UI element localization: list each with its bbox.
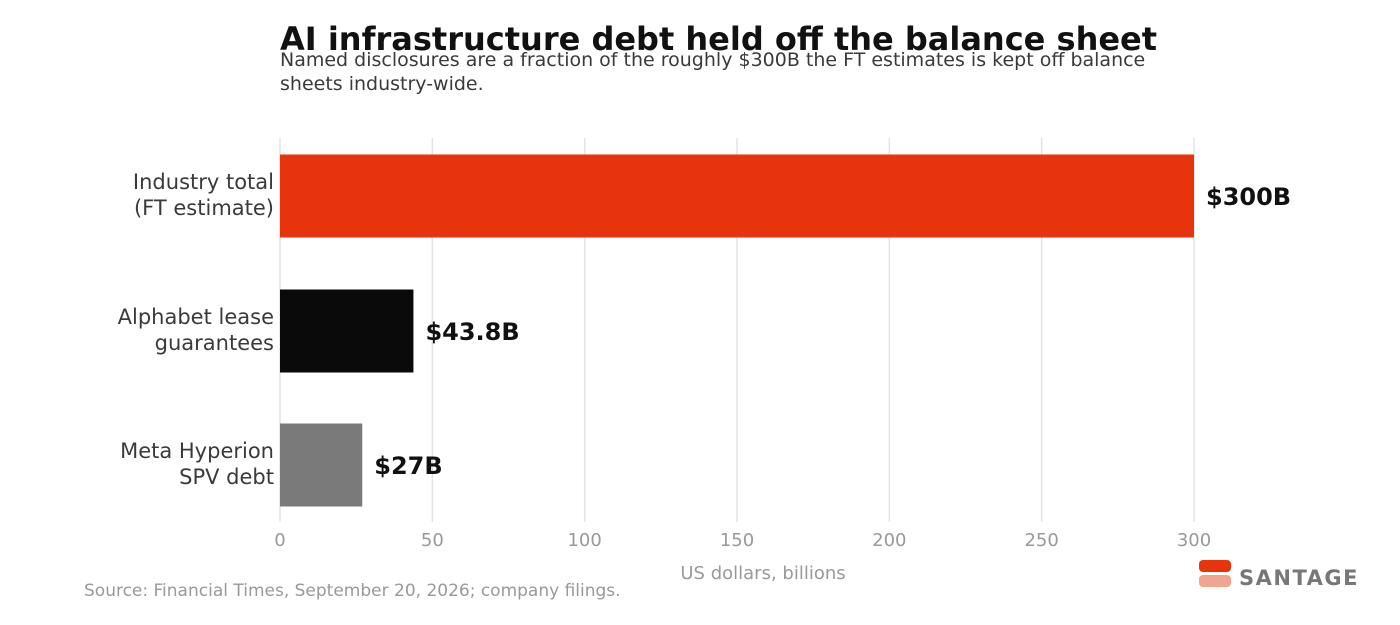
brand-logo: SANTAGE	[1198, 560, 1378, 590]
x-tick-label: 100	[567, 530, 601, 551]
bar	[280, 154, 1194, 238]
category-label: Meta Hyperion SPV debt	[120, 439, 274, 489]
logo-mark-icon	[1198, 560, 1232, 588]
x-axis-label: US dollars, billions	[680, 563, 845, 584]
category-label: Alphabet lease guarantees	[118, 305, 274, 355]
x-tick-label: 250	[1024, 530, 1058, 551]
chart-title: AI infrastructure debt held off the bala…	[280, 20, 1158, 58]
x-tick-label: 300	[1177, 530, 1211, 551]
x-tick-label: 50	[421, 530, 444, 551]
x-tick-label: 0	[274, 530, 285, 551]
value-label: $300B	[1206, 183, 1291, 211]
chart-subtitle: Named disclosures are a fraction of the …	[280, 49, 1146, 95]
source-note: Source: Financial Times, September 20, 2…	[84, 581, 621, 601]
category-label: Industry total (FT estimate)	[133, 170, 274, 220]
x-tick-label: 200	[872, 530, 906, 551]
bar	[280, 423, 363, 507]
x-tick-label: 150	[720, 530, 754, 551]
value-label: $27B	[374, 452, 442, 480]
value-label: $43.8B	[425, 318, 519, 346]
brand-name: SANTAGE	[1239, 566, 1359, 590]
bar	[280, 289, 414, 373]
